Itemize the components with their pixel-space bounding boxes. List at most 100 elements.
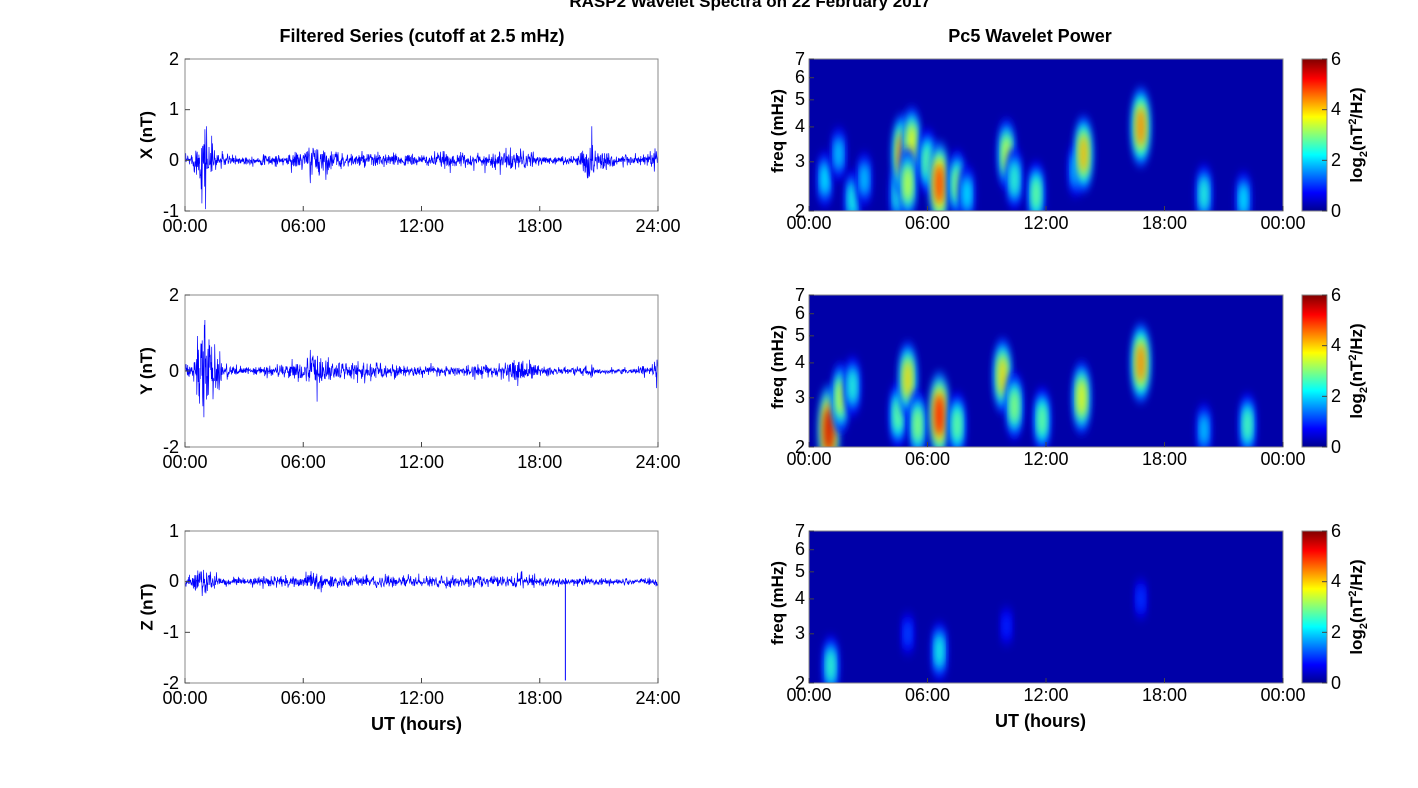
colorbar bbox=[1301, 294, 1328, 448]
freq-tick-label: 4 bbox=[795, 352, 806, 373]
freq-axis-label: freq (mHz) bbox=[768, 324, 788, 410]
time-tick-label: 12:00 bbox=[1023, 449, 1069, 469]
y-tick-label: -1 bbox=[163, 200, 180, 221]
series-trace-line bbox=[184, 126, 659, 210]
colorbar-label-part: 2 bbox=[1358, 387, 1370, 393]
spectrum-blob bbox=[935, 163, 944, 205]
figure-suptitle: RASP2 Wavelet Spectra on 22 February 201… bbox=[569, 0, 931, 11]
colorbar-label-part: 2 bbox=[1347, 118, 1359, 124]
x-tick-label: 24:00 bbox=[635, 452, 681, 472]
left-column-title: Filtered Series (cutoff at 2.5 mHz) bbox=[279, 26, 565, 46]
colorbar-tick-label: 0 bbox=[1331, 436, 1342, 457]
y-axis-label: Y (nT) bbox=[136, 347, 156, 395]
freq-axis-label: freq (mHz) bbox=[768, 88, 788, 174]
colorbar-tick-label: 2 bbox=[1331, 385, 1342, 406]
spectrum-blob bbox=[903, 361, 912, 398]
series-axes-bg bbox=[185, 531, 658, 683]
spectrum-blobs bbox=[817, 85, 1252, 211]
y-tick-label: 0 bbox=[169, 149, 180, 170]
colorbar-label-part: (nT bbox=[1347, 360, 1366, 387]
x-tick-label: 18:00 bbox=[517, 216, 563, 236]
spectrum-blob bbox=[953, 167, 961, 201]
freq-tick-label: 2 bbox=[795, 672, 806, 693]
y-tick-label: -2 bbox=[163, 436, 180, 457]
x-tick-label: 18:00 bbox=[517, 452, 563, 472]
colorbar-label-part: 2 bbox=[1358, 151, 1370, 157]
spectrum-blob bbox=[1032, 178, 1040, 210]
y-axis-label: Z (nT) bbox=[137, 583, 157, 631]
x-tick-label: 24:00 bbox=[635, 688, 681, 708]
freq-tick-label: 5 bbox=[795, 325, 806, 346]
colorbar-label-part: 2 bbox=[1347, 590, 1359, 596]
x-tick-label: 12:00 bbox=[399, 452, 445, 472]
time-tick-label: 18:00 bbox=[1142, 213, 1188, 233]
x-tick-label: 06:00 bbox=[280, 216, 326, 236]
left-xlabel: UT (hours) bbox=[371, 714, 462, 734]
spectrum-blob bbox=[821, 165, 828, 194]
spectrum-blob bbox=[824, 408, 834, 447]
freq-tick-label: 5 bbox=[795, 89, 806, 110]
colorbar-tick-label: 4 bbox=[1331, 571, 1342, 592]
colorbar-label-part: log bbox=[1347, 157, 1366, 183]
spectrum-blob bbox=[1011, 164, 1018, 195]
spectrum-blob bbox=[998, 357, 1007, 394]
x-tick-label: 12:00 bbox=[399, 688, 445, 708]
time-tick-label: 12:00 bbox=[1023, 685, 1069, 705]
spectrum-blob bbox=[1136, 343, 1145, 383]
spectrum-blob bbox=[1200, 179, 1208, 209]
spectrum-blob bbox=[894, 399, 902, 431]
colorbar-label: log2(nT2/Hz) bbox=[1347, 87, 1370, 182]
spectrum-blob bbox=[861, 165, 868, 193]
colorbar-label-part: 2 bbox=[1358, 623, 1370, 629]
spectrum-blob bbox=[924, 146, 931, 178]
spectrum-blob bbox=[1077, 380, 1086, 416]
spectrum-blob bbox=[1038, 404, 1046, 436]
time-tick-label: 00:00 bbox=[1260, 213, 1306, 233]
colorbar-tick-label: 6 bbox=[1331, 48, 1342, 69]
x-tick-label: 06:00 bbox=[280, 688, 326, 708]
colorbar-tick-label: 6 bbox=[1331, 520, 1342, 541]
series-trace-line bbox=[184, 569, 659, 597]
freq-axis-label: freq (mHz) bbox=[768, 560, 788, 646]
spectrum-blob bbox=[1240, 185, 1247, 211]
freq-tick-label: 6 bbox=[795, 539, 806, 560]
freq-tick-label: 2 bbox=[795, 436, 806, 457]
colorbar-tick-label: 0 bbox=[1331, 200, 1342, 221]
freq-tick-label: 3 bbox=[795, 151, 806, 172]
right-column-title: Pc5 Wavelet Power bbox=[948, 26, 1112, 46]
spectrum-blob bbox=[1010, 389, 1018, 423]
spectrum-background bbox=[809, 59, 1283, 211]
colorbar-tick-label: 2 bbox=[1331, 149, 1342, 170]
freq-tick-label: 6 bbox=[795, 67, 806, 88]
spectrum-blobs bbox=[822, 574, 1148, 683]
freq-tick-label: 4 bbox=[795, 588, 806, 609]
time-tick-label: 18:00 bbox=[1142, 449, 1188, 469]
spectrum-blob bbox=[953, 409, 961, 441]
colorbar-label-part: (nT bbox=[1347, 124, 1366, 151]
spectrum-blob bbox=[1079, 135, 1088, 173]
x-tick-label: 18:00 bbox=[517, 688, 563, 708]
colorbar-label-part: /Hz) bbox=[1347, 323, 1366, 354]
time-tick-label: 00:00 bbox=[786, 449, 832, 469]
spectrum-blob bbox=[1200, 416, 1208, 444]
freq-tick-label: 5 bbox=[795, 561, 806, 582]
y-tick-label: 2 bbox=[169, 284, 180, 305]
spectrum-blob bbox=[935, 394, 944, 436]
x-tick-label: 12:00 bbox=[399, 216, 445, 236]
series-axes-bg bbox=[185, 59, 658, 211]
colorbar-tick-label: 2 bbox=[1331, 621, 1342, 642]
spectrum-blob bbox=[1136, 107, 1145, 147]
colorbar-tick-label: 6 bbox=[1331, 284, 1342, 305]
colorbar-label-part: (nT bbox=[1347, 596, 1366, 623]
colorbar-label-part: log bbox=[1347, 393, 1366, 419]
spectrum-blob bbox=[904, 622, 911, 646]
colorbar-label: log2(nT2/Hz) bbox=[1347, 323, 1370, 418]
x-tick-label: 00:00 bbox=[162, 452, 208, 472]
time-tick-label: 00:00 bbox=[786, 213, 832, 233]
y-tick-label: -2 bbox=[163, 672, 180, 693]
x-tick-label: 24:00 bbox=[635, 216, 681, 236]
time-tick-label: 00:00 bbox=[786, 685, 832, 705]
time-tick-label: 00:00 bbox=[1260, 449, 1306, 469]
